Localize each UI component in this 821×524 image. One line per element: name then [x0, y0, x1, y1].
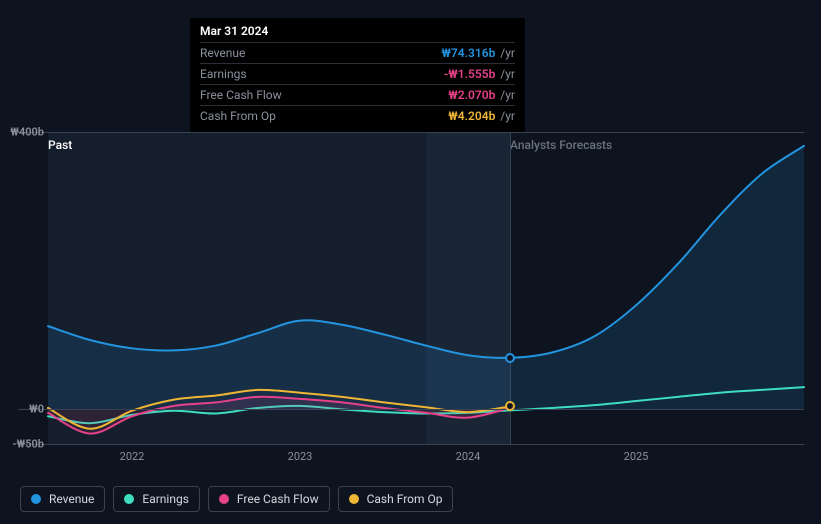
chart-tooltip: Mar 31 2024 Revenue ₩74.316b /yr Earnings -… — [190, 18, 525, 132]
legend-swatch — [219, 494, 229, 504]
y-axis-tick-label: -₩50b — [12, 438, 48, 451]
chart-marker — [505, 353, 515, 363]
legend-label: Free Cash Flow — [237, 492, 319, 506]
y-axis-tick-label: ₩0 — [29, 403, 48, 416]
tooltip-metric-value: -₩1.555b /yr — [444, 67, 515, 81]
legend-item[interactable]: Cash From Op — [338, 486, 454, 512]
tooltip-metric-label: Cash From Op — [200, 109, 276, 123]
tooltip-metric-label: Revenue — [200, 46, 245, 60]
chart-marker — [505, 401, 515, 411]
tooltip-date: Mar 31 2024 — [200, 24, 515, 42]
legend-label: Cash From Op — [367, 492, 443, 506]
legend-item[interactable]: Earnings — [113, 486, 200, 512]
tooltip-metric-value: ₩2.070b /yr — [448, 88, 515, 102]
tooltip-row: Cash From Op ₩4.204b /yr — [200, 105, 515, 126]
tooltip-metric-label: Free Cash Flow — [200, 88, 282, 102]
legend-item[interactable]: Free Cash Flow — [208, 486, 330, 512]
chart-svg — [48, 132, 804, 444]
x-axis-tick-label: 2025 — [624, 444, 649, 463]
legend-label: Earnings — [142, 492, 189, 506]
legend-swatch — [124, 494, 134, 504]
y-axis-tick-label: ₩400b — [10, 126, 48, 139]
tooltip-metric-label: Earnings — [200, 67, 247, 81]
chart-legend: Revenue Earnings Free Cash Flow Cash From O… — [20, 486, 453, 512]
top-axis-line — [18, 132, 804, 133]
legend-swatch — [31, 494, 41, 504]
series-area — [48, 146, 804, 409]
x-axis-tick-label: 2023 — [288, 444, 313, 463]
chart-plot-area[interactable]: Past Analysts Forecasts ₩400b₩0-₩50b2022… — [48, 132, 804, 444]
zero-axis-line — [18, 409, 804, 410]
tooltip-row: Free Cash Flow ₩2.070b /yr — [200, 84, 515, 105]
legend-item[interactable]: Revenue — [20, 486, 105, 512]
legend-label: Revenue — [49, 492, 94, 506]
tooltip-metric-value: ₩4.204b /yr — [448, 109, 515, 123]
legend-swatch — [349, 494, 359, 504]
tooltip-metric-value: ₩74.316b /yr — [441, 46, 515, 60]
financial-chart: Mar 31 2024 Revenue ₩74.316b /yr Earnings -… — [0, 0, 821, 524]
tooltip-row: Revenue ₩74.316b /yr — [200, 42, 515, 63]
x-axis-tick-label: 2024 — [456, 444, 481, 463]
tooltip-row: Earnings -₩1.555b /yr — [200, 63, 515, 84]
x-axis-tick-label: 2022 — [120, 444, 145, 463]
